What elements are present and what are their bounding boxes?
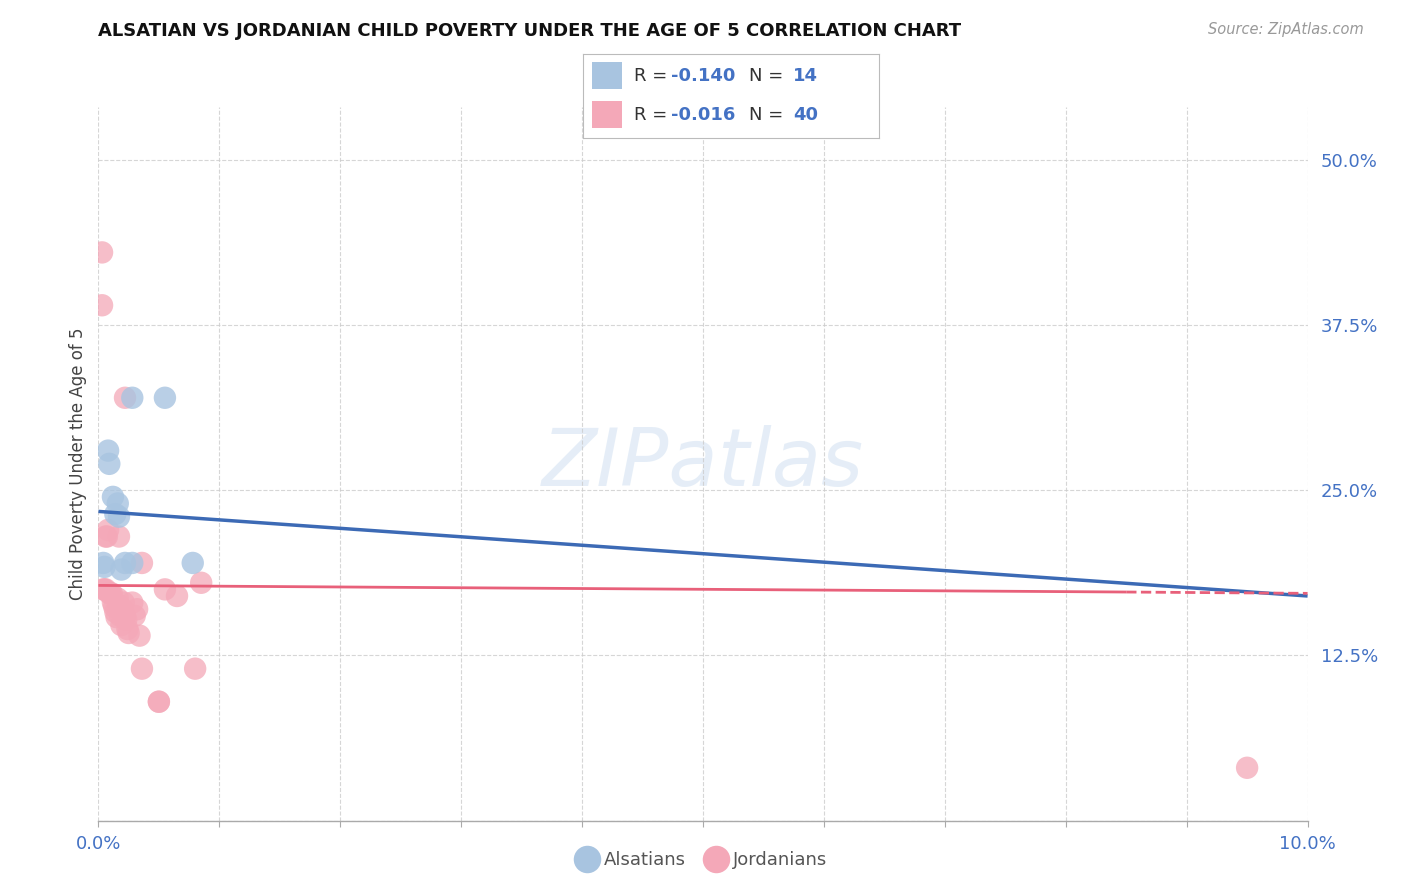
Text: -0.016: -0.016 [671,105,735,123]
Point [115,613,138,627]
Text: R =: R = [634,105,672,123]
Point [114,556,136,570]
Point [127,602,149,616]
Bar [592,62,621,89]
Y-axis label: Child Poverty Under the Age of 5: Child Poverty Under the Age of 5 [69,327,87,600]
Text: 40: 40 [793,105,818,123]
Point [107,496,129,510]
Point [108,509,131,524]
Bar [592,101,621,128]
Point [94,582,117,597]
Point [98,457,121,471]
Text: N =: N = [749,105,789,123]
Point [104,605,127,619]
Point [190,575,212,590]
Text: R =: R = [634,67,672,85]
Point [114,391,136,405]
Point [108,599,131,613]
Point [98,586,121,600]
Text: ZIPatlas: ZIPatlas [541,425,865,503]
Point [121,596,143,610]
Point [153,391,176,405]
Point [110,563,132,577]
Point [94,529,117,543]
Point [100,586,122,600]
Point [96,529,118,543]
Point [166,589,188,603]
Point [91,298,114,312]
Text: 14: 14 [793,67,818,85]
Point [184,662,207,676]
Point [93,582,115,597]
Point [108,608,131,623]
Point [118,626,141,640]
Point [131,556,153,570]
Point [1236,761,1258,775]
Point [128,629,150,643]
Point [110,618,132,632]
Point [148,695,170,709]
Text: N =: N = [749,67,789,85]
Point [104,507,127,521]
Point [91,582,114,597]
Text: Source: ZipAtlas.com: Source: ZipAtlas.com [1208,22,1364,37]
Point [153,582,176,597]
Point [114,608,136,623]
Legend: Alsatians, Jordanians: Alsatians, Jordanians [572,844,834,876]
Point [103,599,125,614]
Point [100,586,122,600]
Point [101,490,124,504]
Point [181,556,204,570]
Point [101,596,124,610]
Point [93,560,115,574]
Point [107,591,129,606]
Point [97,523,120,537]
Point [148,695,170,709]
Point [97,443,120,458]
Point [121,391,143,405]
Point [131,662,153,676]
Point [91,245,114,260]
Point [105,610,128,624]
Point [108,529,131,543]
Point [117,622,139,636]
Point [121,556,143,570]
Point [111,602,134,616]
Point [124,608,146,623]
Point [91,556,114,570]
Point [112,596,135,610]
Text: ALSATIAN VS JORDANIAN CHILD POVERTY UNDER THE AGE OF 5 CORRELATION CHART: ALSATIAN VS JORDANIAN CHILD POVERTY UNDE… [98,22,962,40]
Text: -0.140: -0.140 [671,67,735,85]
